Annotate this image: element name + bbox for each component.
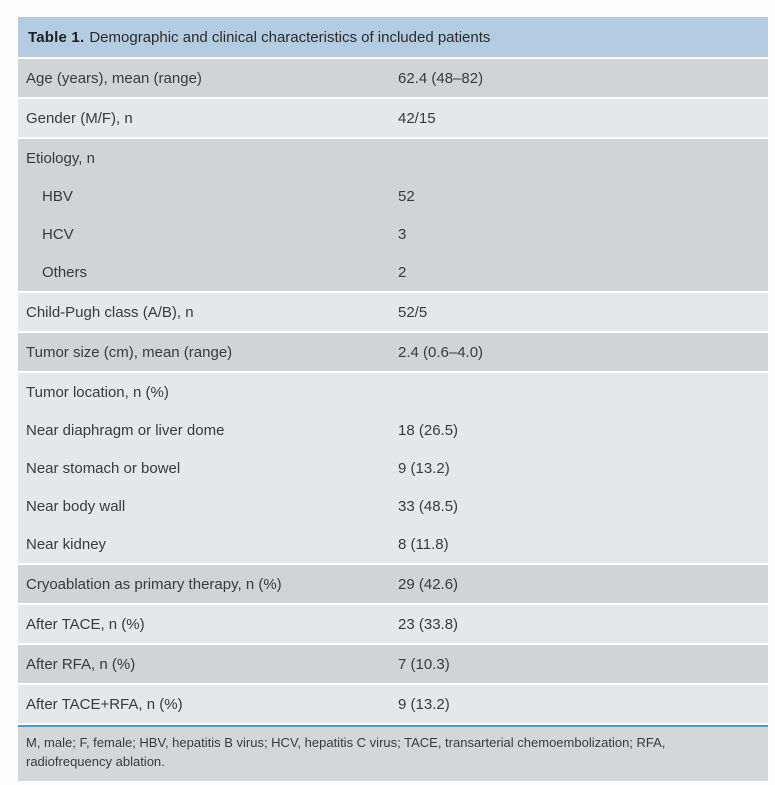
table-row: After TACE+RFA, n (%) 9 (13.2): [18, 685, 768, 723]
footnote-line: radiofrequency ablation.: [26, 753, 165, 769]
row-value: 8 (11.8): [398, 535, 449, 553]
table-row: Age (years), mean (range) 62.4 (48–82): [18, 59, 768, 97]
row-value: 2: [398, 263, 407, 281]
row-value: 52: [398, 187, 415, 205]
row-value: 2.4 (0.6–4.0): [398, 343, 484, 361]
row-label: Tumor location, n (%): [26, 383, 169, 401]
row-label: Etiology, n: [26, 149, 95, 167]
row-value: 33 (48.5): [398, 497, 459, 515]
row-value: 9 (13.2): [398, 459, 450, 477]
row-label: Age (years), mean (range): [26, 69, 202, 87]
row-value: 29 (42.6): [398, 575, 459, 593]
table-footnote: M, male; F, female; HBV, hepatitis B vir…: [18, 725, 768, 781]
row-block: After RFA, n (%) 7 (10.3): [18, 645, 768, 683]
table-row: Near kidney 8 (11.8): [18, 525, 768, 563]
row-label: Near kidney: [26, 535, 107, 553]
row-block: Gender (M/F), n 42/15: [18, 99, 768, 137]
row-value: 3: [398, 225, 407, 243]
row-value: 9 (13.2): [398, 695, 450, 713]
table-row: HCV 3: [18, 215, 768, 253]
row-label: HBV: [42, 187, 73, 205]
row-block: Cryoablation as primary therapy, n (%) 29…: [18, 565, 768, 603]
row-label: Tumor size (cm), mean (range): [26, 343, 233, 361]
table-row: Others 2: [18, 253, 768, 291]
row-value: 7 (10.3): [398, 655, 450, 673]
row-label: Near stomach or bowel: [26, 459, 181, 477]
table-row: Near stomach or bowel 9 (13.2): [18, 449, 768, 487]
row-label: Others: [42, 263, 88, 281]
demographics-table: Table 1. Demographic and clinical charac…: [18, 17, 768, 781]
row-label: Near diaphragm or liver dome: [26, 421, 225, 439]
table-title-text: Demographic and clinical characteristics…: [89, 28, 491, 46]
table-row: After TACE, n (%) 23 (33.8): [18, 605, 768, 643]
row-label: After TACE+RFA, n (%): [26, 695, 183, 713]
row-block: After TACE+RFA, n (%) 9 (13.2): [18, 685, 768, 723]
table-row: After RFA, n (%) 7 (10.3): [18, 645, 768, 683]
table-row: Tumor size (cm), mean (range) 2.4 (0.6–4.…: [18, 333, 768, 371]
row-label: After TACE, n (%): [26, 615, 145, 633]
table-number-label: Table 1.: [28, 28, 85, 46]
table-row: Near body wall 33 (48.5): [18, 487, 768, 525]
row-value: 23 (33.8): [398, 615, 459, 633]
row-block: Etiology, n HBV 52 HCV 3 Others 2: [18, 139, 768, 291]
row-value: 52/5: [398, 303, 428, 321]
table-row: Near diaphragm or liver dome 18 (26.5): [18, 411, 768, 449]
table-rows: Age (years), mean (range) 62.4 (48–82) Gen…: [18, 59, 768, 723]
row-label: Cryoablation as primary therapy, n (%): [26, 575, 282, 593]
row-block: After TACE, n (%) 23 (33.8): [18, 605, 768, 643]
row-label: Near body wall: [26, 497, 126, 515]
footnote-line: M, male; F, female; HBV, hepatitis B vir…: [26, 735, 666, 750]
table-row: Child-Pugh class (A/B), n 52/5: [18, 293, 768, 331]
row-block: Tumor size (cm), mean (range) 2.4 (0.6–4.…: [18, 333, 768, 371]
row-block: Tumor location, n (%) Near diaphragm or l…: [18, 373, 768, 563]
row-label: After RFA, n (%): [26, 655, 136, 673]
table-row: HBV 52: [18, 177, 768, 215]
row-label: Gender (M/F), n: [26, 109, 133, 127]
table-row: Etiology, n: [18, 139, 768, 177]
row-value: 62.4 (48–82): [398, 69, 484, 87]
row-block: Age (years), mean (range) 62.4 (48–82): [18, 59, 768, 97]
table-title-bar: Table 1. Demographic and clinical charac…: [18, 17, 768, 57]
row-value: 42/15: [398, 109, 436, 127]
table-row: Tumor location, n (%): [18, 373, 768, 411]
table-row: Cryoablation as primary therapy, n (%) 29…: [18, 565, 768, 603]
row-label: HCV: [42, 225, 74, 243]
row-block: Child-Pugh class (A/B), n 52/5: [18, 293, 768, 331]
row-label: Child-Pugh class (A/B), n: [26, 303, 194, 321]
row-value: 18 (26.5): [398, 421, 459, 439]
table-row: Gender (M/F), n 42/15: [18, 99, 768, 137]
